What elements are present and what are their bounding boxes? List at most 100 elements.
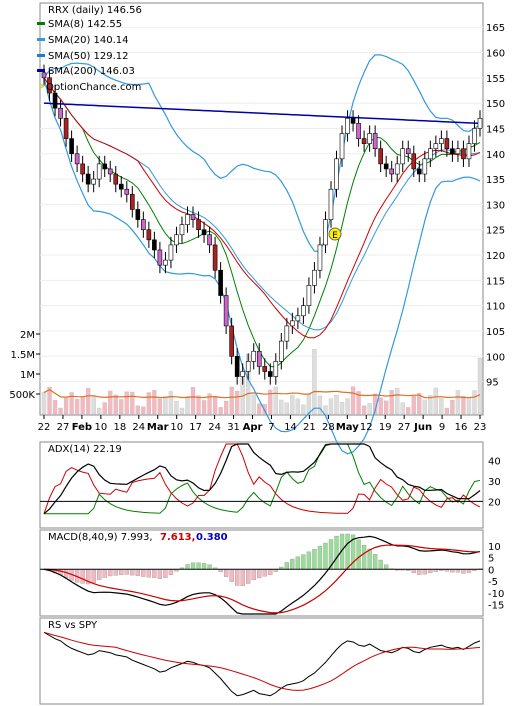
candle-body (433, 143, 439, 150)
candle-body (339, 133, 345, 160)
volume-bar (301, 404, 306, 415)
candle-body (52, 92, 58, 109)
macd-histogram-bar (223, 569, 229, 577)
volume-bar (444, 407, 450, 415)
candle-body (372, 133, 378, 150)
volume-bar (97, 407, 102, 415)
candle-body (312, 269, 317, 286)
volume-bar (223, 400, 229, 415)
volume-bar (235, 390, 240, 415)
macd-title: MACD(8,40,9) 7.993, (48, 532, 153, 543)
volume-bar (251, 394, 256, 415)
x-tick-label: 22 (38, 422, 51, 433)
volume-bar (295, 398, 301, 415)
macd-tick-label: 10 (488, 542, 501, 553)
volume-bar (102, 402, 107, 415)
x-tick-label: 10 (170, 422, 183, 433)
price-y-axis: 95 100 105 110 115 120 125 130 135 140 145 150 155 16… (486, 23, 505, 388)
x-tick-label: 14 (284, 422, 297, 433)
macd-histogram-bar (251, 569, 256, 581)
price-tick-label: 110 (486, 302, 505, 313)
volume-tick-label: 2M (20, 330, 35, 341)
legend-swatch-sma20 (37, 38, 45, 41)
candle-body (317, 244, 323, 271)
macd-signal-line (43, 544, 481, 614)
volume-bar (157, 398, 163, 415)
candle-body (400, 148, 406, 165)
candle-body (179, 224, 185, 236)
volume-bar (472, 390, 477, 415)
volume-bar (411, 395, 416, 415)
candle-body (455, 148, 461, 155)
volume-bar (168, 391, 174, 415)
price-tick-label: 100 (486, 352, 505, 363)
candle-body (251, 350, 257, 362)
sma50-line (43, 77, 481, 339)
legend-sma50: SMA(50) 129.12 (48, 51, 129, 62)
volume-bar (174, 401, 179, 415)
candle-body (301, 305, 306, 317)
volume-bars (41, 349, 483, 415)
bollinger-lower-line (43, 77, 481, 455)
macd-histogram-bar (113, 569, 118, 576)
x-tick-label: 10 (95, 422, 108, 433)
candle-body (477, 118, 483, 129)
price-tick-label: 130 (486, 200, 505, 211)
adx-tick-label: 40 (488, 456, 501, 467)
candle-body (428, 148, 433, 160)
macd-histogram-bar (334, 535, 339, 570)
volume-bar (141, 406, 146, 415)
candle-body (168, 244, 174, 261)
candle-body (378, 148, 383, 165)
price-tick-label: 165 (486, 23, 505, 34)
x-tick-label: Feb (72, 422, 92, 433)
candle-body (290, 320, 295, 327)
volume-bar (317, 395, 323, 415)
adx-y-axis: 20 30 40 (40, 456, 501, 508)
volume-bar (218, 407, 223, 415)
candle-body (63, 118, 69, 139)
rs-title: RS vs SPY (48, 620, 98, 631)
candle-body (394, 163, 400, 175)
volume-bar (389, 390, 394, 415)
macd-histogram-bar (301, 554, 306, 570)
legend-sma20: SMA(20) 140.14 (48, 35, 129, 46)
macd-histogram-bar (323, 542, 328, 570)
candle-body (416, 168, 422, 175)
x-tick-label: 27 (57, 422, 70, 433)
candle-body (405, 148, 411, 155)
macd-histogram-bar (367, 548, 372, 570)
volume-bar (201, 400, 207, 415)
macd-histogram-bar (268, 569, 273, 576)
volume-bar (328, 398, 334, 415)
volume-bar (312, 349, 317, 415)
volume-bar (428, 394, 433, 415)
volume-bar (47, 386, 52, 415)
earnings-marker-circle (328, 227, 342, 241)
candle-body (444, 138, 450, 150)
minus-di-line (43, 443, 481, 514)
macd-histogram-bar (80, 569, 85, 584)
candle-body (207, 234, 212, 246)
macd-histogram-bar (141, 569, 146, 577)
volume-tick-label: 1.5M (10, 350, 35, 361)
macd-tick-label: -5 (488, 577, 498, 588)
candle-body (411, 153, 417, 170)
adx-tick-label: 30 (488, 477, 501, 488)
macd-histogram-bar (201, 563, 207, 570)
macd-histogram-bar (185, 564, 190, 570)
candle-body (273, 361, 279, 377)
macd-tick-label: 0 (488, 565, 494, 576)
macd-histogram-bar (312, 549, 317, 570)
candlesticks (41, 64, 483, 385)
legend-swatch-sma50 (37, 54, 45, 57)
volume-bar (477, 357, 483, 415)
x-tick-label: 18 (113, 422, 126, 433)
volume-bar (356, 391, 361, 415)
macd-histogram-bar (146, 569, 152, 578)
candle-body (334, 158, 339, 190)
macd-value: 7.613, (160, 532, 195, 543)
volume-bar (323, 405, 328, 415)
candle-body (240, 371, 245, 377)
